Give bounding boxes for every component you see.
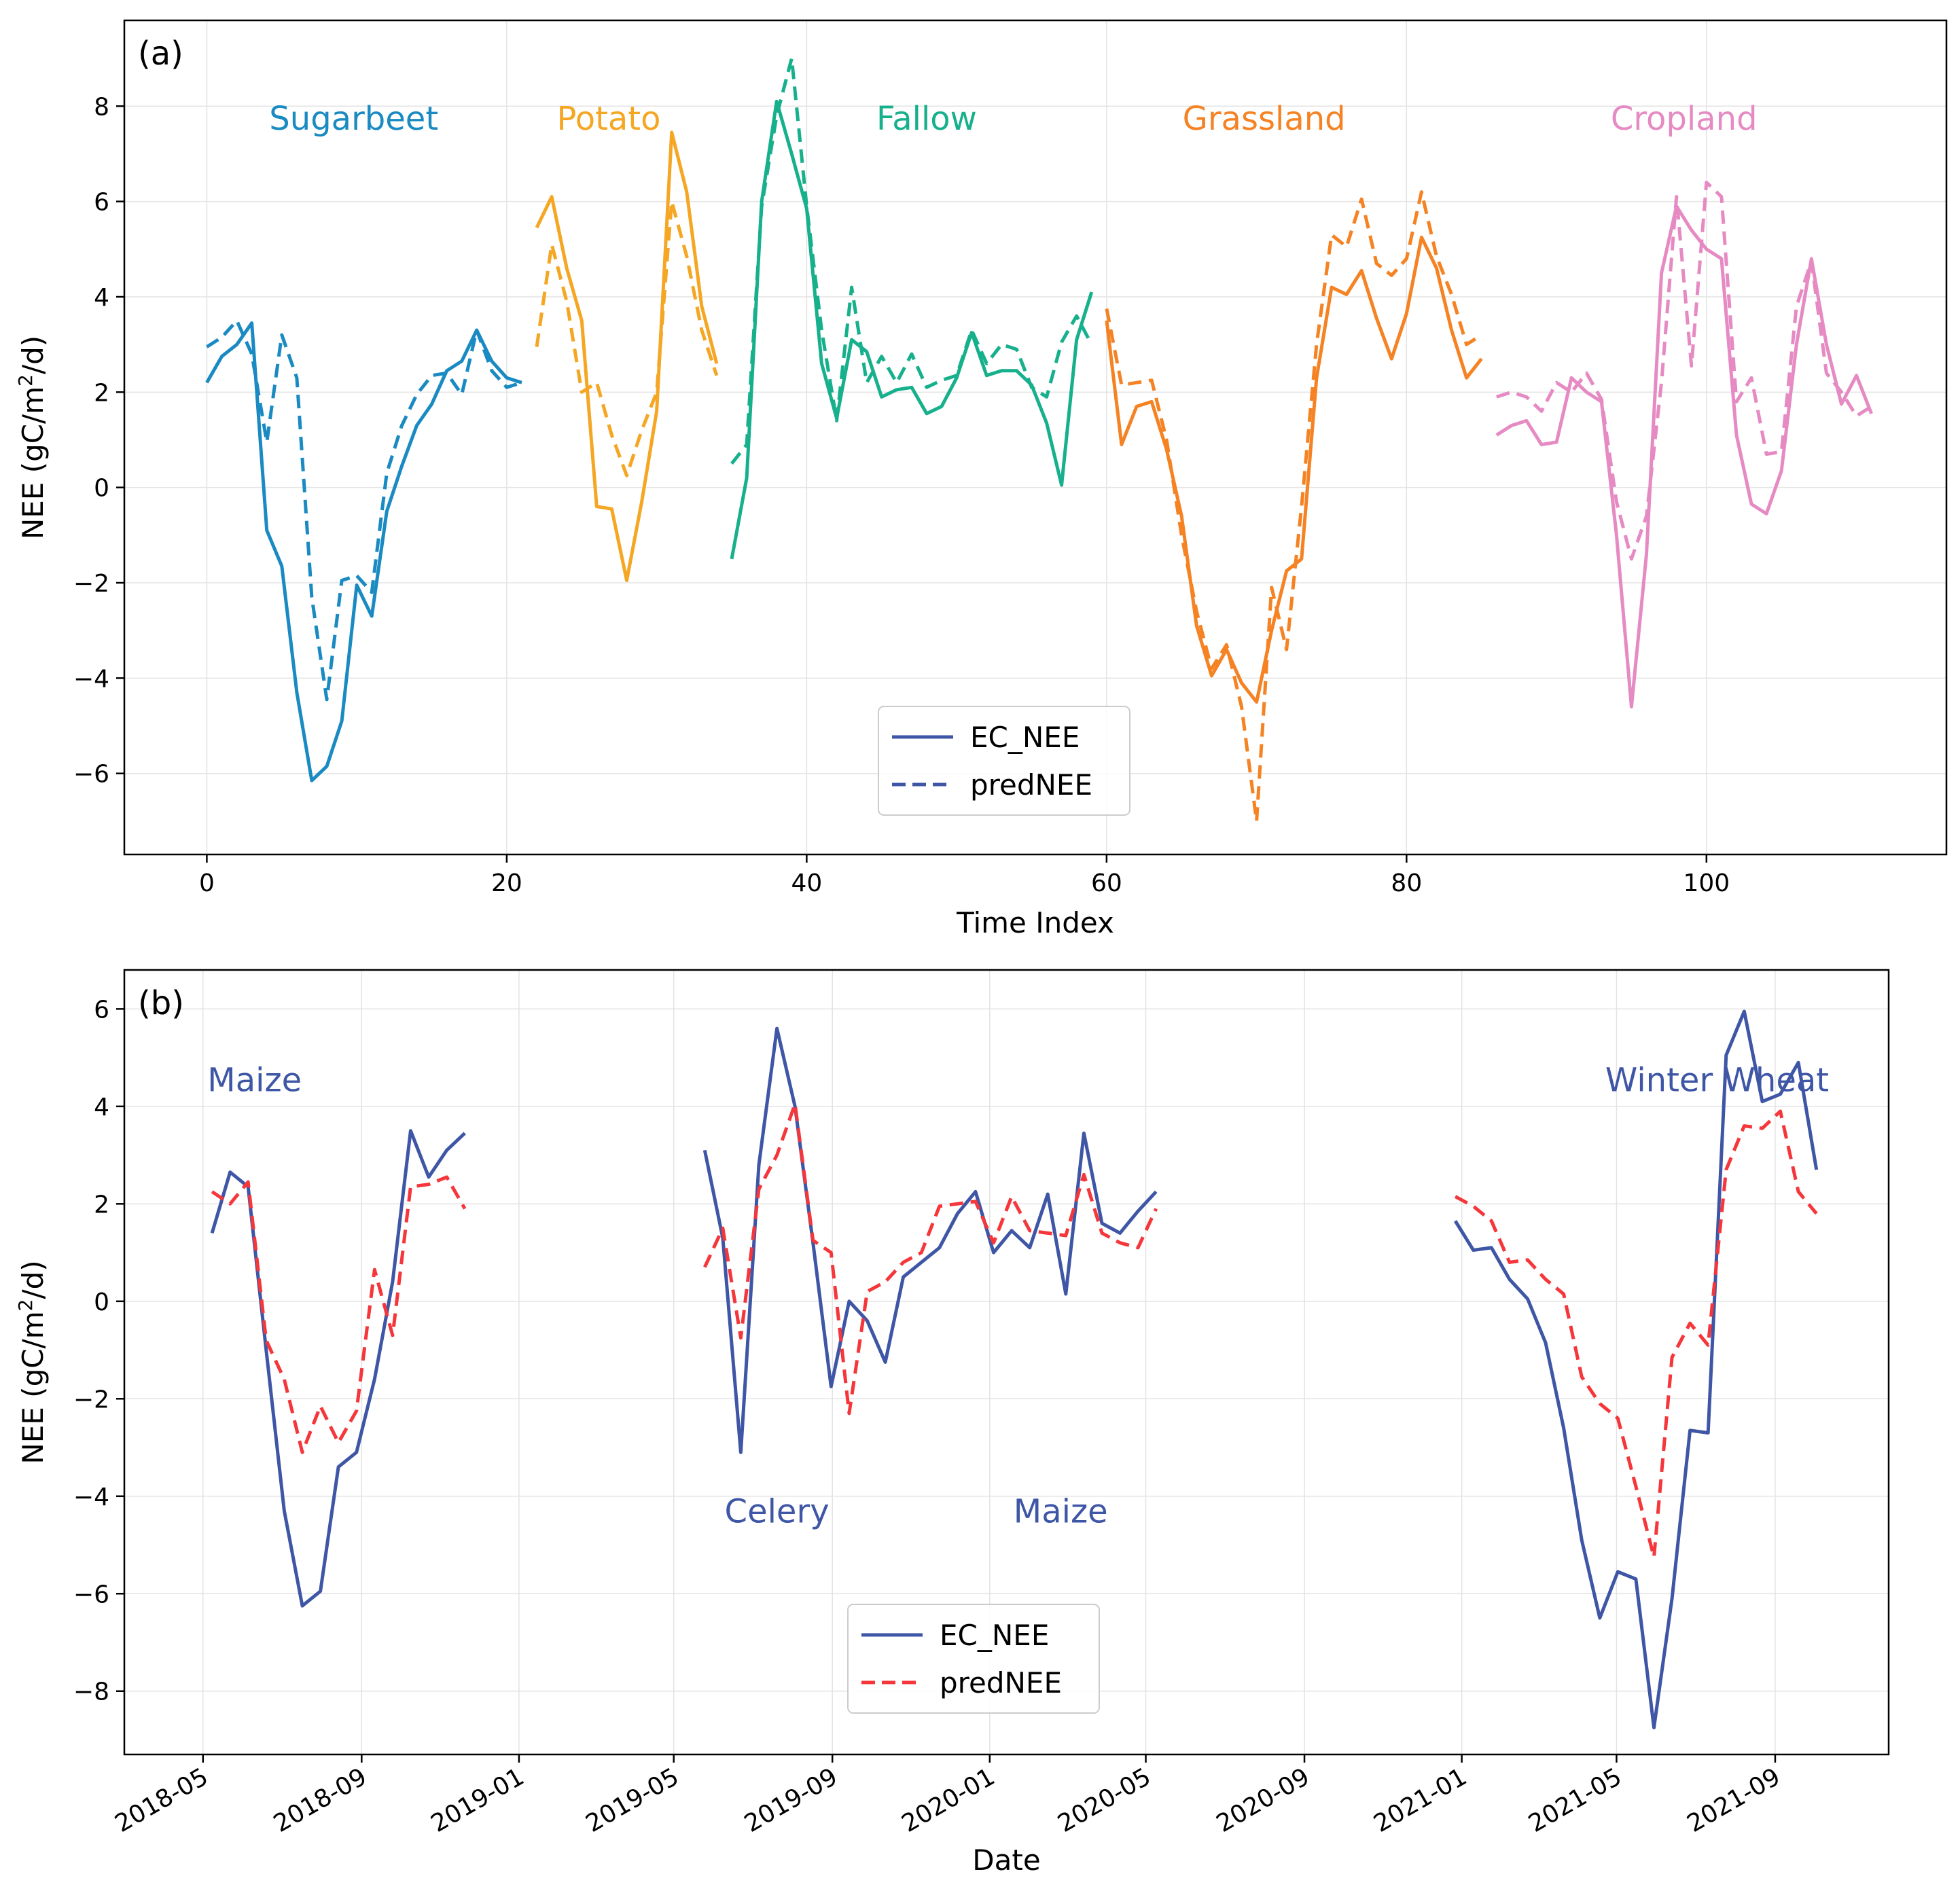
panel-a-chart: 0 20 40 60 80 100 −6 −4 −2 0 2 4 6 8 (a) Sugarbeet Pot… — [14, 19, 1948, 939]
x-tick-label: 80 — [1391, 869, 1422, 897]
legend-label-ec-nee: EC_NEE — [970, 721, 1080, 754]
legend-box — [878, 706, 1130, 816]
legend-label-prednee: predNEE — [940, 1666, 1062, 1699]
y-tick-label: −2 — [73, 1386, 109, 1413]
panel-b-x-axis-label: Date — [972, 1843, 1040, 1877]
y-tick-label: −6 — [73, 761, 109, 789]
sugarbeet-ec-nee-line — [205, 321, 522, 782]
panel-a-ticks: 0 20 40 60 80 100 −6 −4 −2 0 2 4 6 8 — [73, 93, 1730, 897]
x-tick-label: 20 — [491, 869, 522, 897]
fallow-pred-nee-line — [730, 56, 1094, 465]
y-tick-label: 6 — [94, 996, 109, 1024]
legend-label-prednee: predNEE — [970, 768, 1092, 802]
panel-a-x-axis-label: Time Index — [956, 906, 1114, 939]
legend-label-ec-nee: EC_NEE — [940, 1619, 1049, 1652]
y-tick-label: 4 — [94, 1094, 109, 1121]
panel-a-crop-labels: Sugarbeet Potato Fallow Grassland Cropland — [269, 100, 1757, 138]
y-tick-label: 2 — [94, 1191, 109, 1219]
y-tick-label: 0 — [94, 1289, 109, 1316]
grassland-pred-nee-line — [1105, 190, 1483, 823]
sugarbeet-pred-nee-line — [206, 319, 522, 702]
y-tick-label: 4 — [94, 284, 109, 312]
y-tick-label: 0 — [94, 475, 109, 503]
prednee-line-segment — [1454, 1109, 1818, 1559]
ec-nee-line-segment — [1453, 1009, 1819, 1729]
crop-label-maize: Maize — [207, 1061, 302, 1099]
cropland-label: Cropland — [1611, 100, 1758, 138]
fallow-label: Fallow — [876, 100, 977, 138]
panel-a-plot-frame — [123, 19, 1948, 856]
y-tick-label: 2 — [94, 379, 109, 407]
panel-b-lines — [210, 1009, 1819, 1729]
y-tick-label: −2 — [73, 570, 109, 598]
panel-a-legend: EC_NEE predNEE — [878, 706, 1130, 816]
crop-label-maize: Maize — [1014, 1492, 1108, 1530]
y-tick-label: 6 — [94, 189, 109, 217]
sugarbeet-label: Sugarbeet — [269, 100, 438, 138]
x-tick-label: 40 — [791, 869, 822, 897]
x-tick-label: 0 — [199, 869, 215, 897]
panel-a-y-axis-label: NEE (gC/m2/d) — [14, 336, 50, 539]
y-tick-label: −4 — [73, 665, 109, 693]
ec-nee-line-segment — [702, 1026, 1158, 1454]
cropland-pred-nee-line — [1496, 181, 1872, 561]
panel-b-grid — [124, 970, 1889, 1754]
panel-b-plot-frame — [123, 969, 1890, 1756]
potato-label: Potato — [556, 100, 660, 138]
y-tick-label: −8 — [73, 1678, 109, 1706]
crop-label-winter-wheat: Winter Wheat — [1605, 1061, 1829, 1099]
potato-pred-nee-line — [535, 200, 719, 478]
y-tick-label: −6 — [73, 1581, 109, 1608]
crop-label-celery: Celery — [725, 1492, 830, 1530]
panel-b-crop-labels: Maize Celery Maize Winter Wheat — [207, 1061, 1829, 1530]
legend-box — [847, 1604, 1100, 1714]
potato-ec-nee-line — [535, 130, 719, 582]
panel-b-label: (b) — [138, 984, 184, 1022]
y-tick-label: 8 — [94, 93, 109, 121]
y-tick-label: −4 — [73, 1483, 109, 1511]
panel-a-lines — [205, 56, 1873, 823]
prednee-line-segment — [703, 1102, 1158, 1416]
grassland-label: Grassland — [1183, 100, 1346, 138]
panel-b-y-axis-label: NEE (gC/m2/d) — [14, 1260, 50, 1464]
x-tick-label: 100 — [1683, 869, 1730, 897]
panel-a-label: (a) — [138, 35, 183, 73]
panel-b-legend: EC_NEE predNEE — [847, 1604, 1100, 1714]
prednee-line-segment — [211, 1175, 467, 1454]
x-tick-label: 60 — [1091, 869, 1122, 897]
